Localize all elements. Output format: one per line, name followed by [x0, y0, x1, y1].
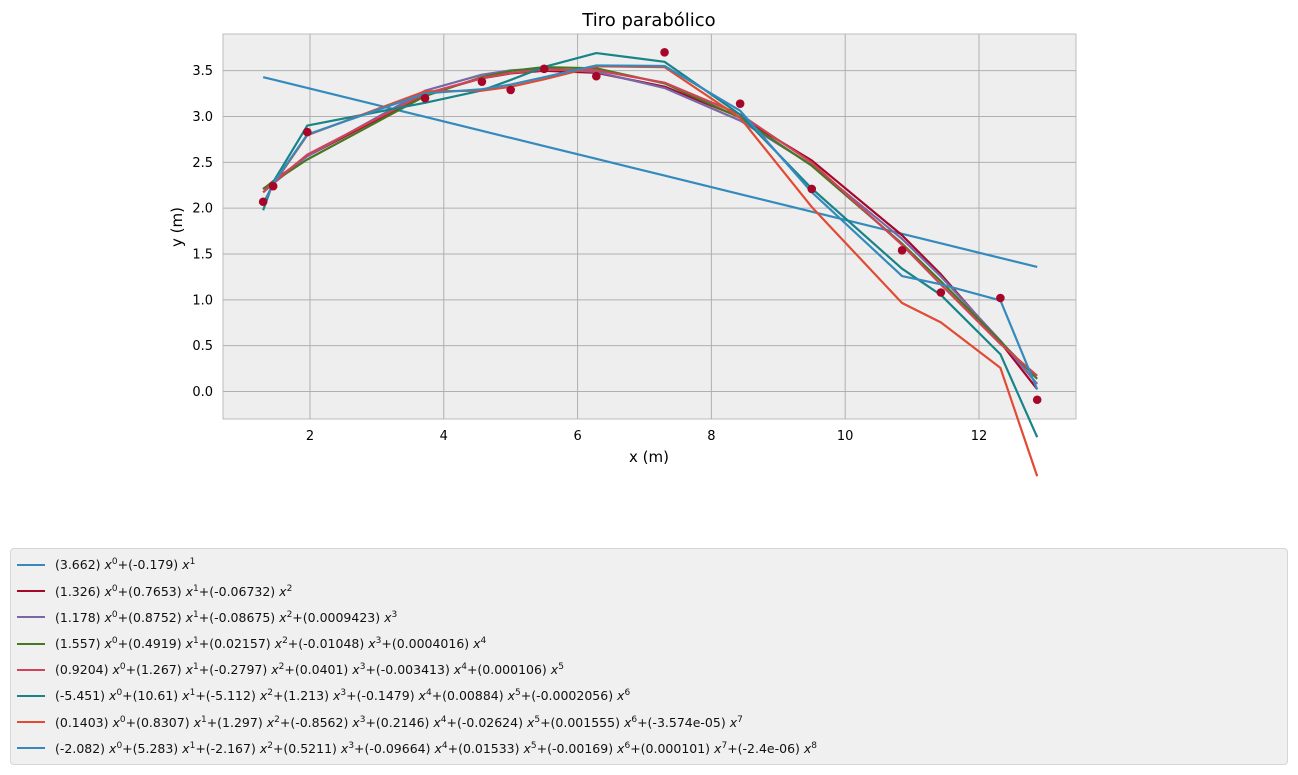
data-point: [660, 48, 669, 57]
y-tick-label: 0.0: [192, 385, 213, 400]
chart: Tiro parabólico 2 4 6 8 10 120.00.51.01.52.02…: [168, 10, 1077, 477]
legend-item-1: (3.662) x0+(-0.179) x1: [17, 553, 195, 577]
data-point: [258, 197, 268, 207]
x-tick-label: 6: [573, 429, 581, 444]
data-point: [268, 181, 278, 191]
y-tick-label: 1.5: [192, 248, 213, 263]
data-point: [592, 71, 601, 81]
y-tick-label: 1.0: [192, 293, 213, 308]
x-tick-label: 12: [971, 429, 988, 444]
data-point: [807, 184, 817, 194]
data-point: [897, 246, 907, 255]
chart-title: Tiro parabólico: [581, 10, 715, 31]
data-point: [539, 64, 549, 74]
data-point: [1032, 395, 1042, 405]
legend-label: (1.326) x0+(0.7653) x1+(-0.06732) x2: [55, 583, 293, 599]
series-line-5: [262, 68, 1038, 377]
x-tick-label: 8: [707, 429, 715, 444]
legend-label: (0.9204) x0+(1.267) x1+(-0.2797) x2+(0.0…: [55, 662, 564, 678]
legend-item-4: (1.557) x0+(0.4919) x1+(0.02157) x2+(-0.…: [17, 632, 486, 656]
tick-labels: 2 4 6 8 10 12 0.0 0.5 1.0 1.5 2.0 2.5 3.0 3.5: [192, 64, 987, 444]
data-point: [506, 85, 515, 95]
legend-swatch: [17, 642, 45, 645]
legend-item-2: (1.326) x0+(0.7653) x1+(-0.06732) x2: [17, 579, 292, 603]
legend-item-5: (0.9204) x0+(1.267) x1+(-0.2797) x2+(0.0…: [17, 658, 564, 682]
legend-label: (3.662) x0+(-0.179) x1: [55, 557, 196, 573]
x-tick-label: 2: [306, 429, 314, 444]
legend-swatch: [17, 668, 45, 671]
data-point: [477, 77, 487, 86]
x-axis-label: x (m): [629, 448, 669, 466]
legend-swatch: [17, 721, 45, 724]
x-tick-label: 4: [440, 429, 448, 444]
legend: (3.662) x0+(-0.179) x1 (1.326) x0+(0.7653…: [10, 548, 1288, 765]
series-line-8: [262, 64, 1039, 390]
legend-label: (0.1403) x0+(0.8307) x1+(1.297) x2+(-0.8…: [55, 714, 743, 730]
data-point: [302, 127, 312, 137]
y-axis-label: y (m): [168, 207, 186, 247]
legend-item-6: (-5.451) x0+(10.61) x1+(-5.112) x2+(1.21…: [17, 684, 630, 708]
data-points: [258, 48, 1042, 405]
legend-item-8: (-2.082) x0+(5.283) x1+(-2.167) x2+(0.52…: [17, 736, 817, 760]
data-point: [996, 293, 1005, 303]
legend-label: (1.557) x0+(0.4919) x1+(0.02157) x2+(-0.…: [55, 636, 487, 652]
series-line-4: [262, 66, 1038, 380]
y-tick-label: 0.5: [192, 339, 213, 354]
legend-swatch: [17, 747, 45, 750]
x-tick-label: 10: [837, 429, 854, 444]
data-point: [735, 99, 745, 108]
series-line-6: [262, 51, 1039, 438]
legend-item-3: (1.178) x0+(0.8752) x1+(-0.08675) x2+(0.…: [17, 605, 397, 629]
legend-swatch: [17, 695, 45, 697]
grid: [223, 34, 1076, 419]
data-point: [420, 93, 430, 103]
legend-item-7: (0.1403) x0+(0.8307) x1+(1.297) x2+(-0.8…: [17, 710, 743, 734]
legend-label: (1.178) x0+(0.8752) x1+(-0.08675) x2+(0.…: [55, 609, 398, 625]
y-tick-label: 3.0: [192, 110, 213, 125]
legend-label: (-2.082) x0+(5.283) x1+(-2.167) x2+(0.52…: [55, 740, 818, 756]
series-line-1: [262, 76, 1038, 269]
legend-swatch: [17, 590, 45, 593]
legend-label: (-5.451) x0+(10.61) x1+(-5.112) x2+(1.21…: [55, 688, 631, 704]
y-tick-label: 2.0: [192, 202, 213, 217]
legend-swatch: [17, 616, 45, 619]
plot-area: [222, 33, 1077, 420]
y-tick-label: 3.5: [192, 64, 213, 79]
legend-swatch: [17, 564, 45, 566]
y-tick-label: 2.5: [192, 156, 213, 171]
data-point: [936, 288, 946, 297]
